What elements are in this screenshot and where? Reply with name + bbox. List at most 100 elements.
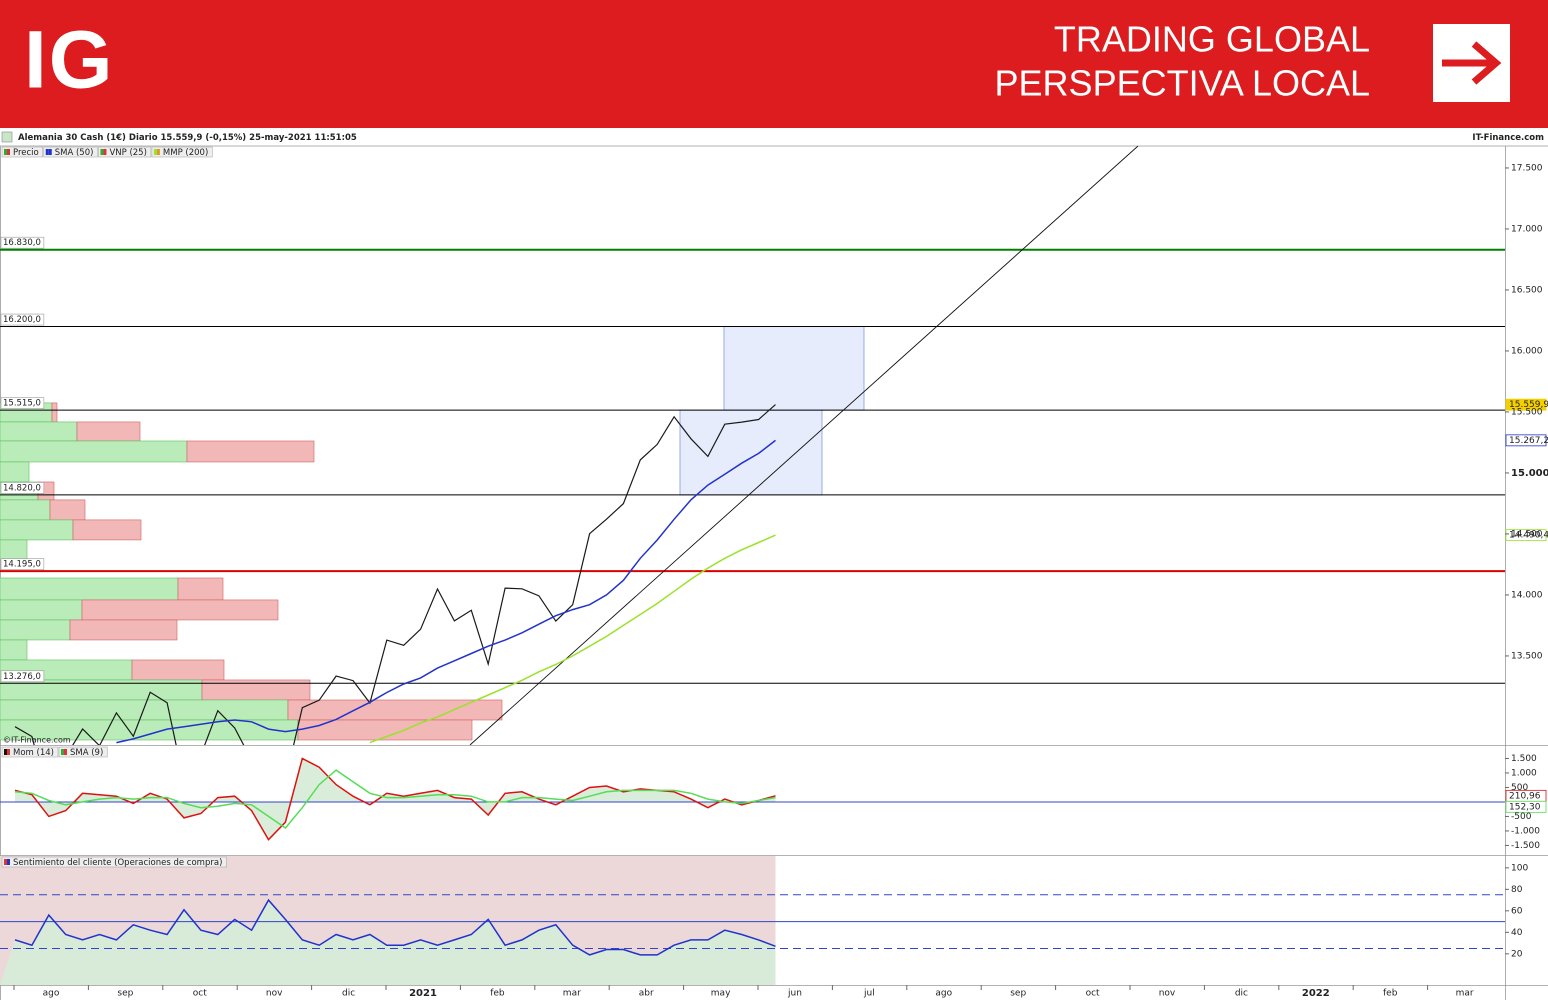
series-line — [14, 769, 776, 830]
source: IT-Finance.com — [1472, 133, 1544, 143]
level-label-box — [0, 313, 45, 326]
legend-icon — [48, 149, 52, 155]
level-label: 15.515,0 — [3, 399, 41, 409]
level-label: 13.276,0 — [3, 672, 41, 682]
volume-buy — [0, 421, 78, 442]
level-label: 16.200,0 — [3, 315, 41, 325]
x-tick-label: 2022 — [1302, 988, 1330, 999]
x-tick-label: mar — [1456, 989, 1474, 999]
sentiment-area — [0, 900, 776, 985]
x-tick-label: oct — [1086, 989, 1100, 999]
volume-buy — [0, 461, 30, 483]
y-tick-label: 14.500 — [1511, 529, 1543, 539]
legend-icon — [4, 859, 7, 865]
y-tick-label: 40 — [1511, 928, 1523, 938]
x-tick-label: ago — [935, 989, 952, 999]
legend-box — [43, 146, 98, 158]
series-line — [14, 404, 776, 745]
legend-box — [1, 146, 44, 158]
volume-buy — [0, 599, 83, 621]
legend-box — [1, 856, 227, 868]
level-label-box — [0, 670, 45, 683]
series-line — [369, 534, 776, 744]
y-tick-label: 16.500 — [1511, 285, 1543, 295]
x-tick-label: dic — [342, 989, 355, 999]
arrow-button[interactable] — [1433, 24, 1510, 102]
y-tick-label: 15.000 — [1511, 468, 1548, 479]
x-tick-label: sep — [117, 989, 133, 999]
value-label: 15.267,2 — [1509, 436, 1548, 446]
y-tick-label: 17.000 — [1511, 224, 1543, 234]
legend-icon — [156, 149, 160, 155]
legend-label: VNP (25) — [109, 148, 146, 158]
y-tick-label: 100 — [1511, 863, 1528, 873]
legend-label: Sentimiento del cliente (Operaciones de … — [13, 858, 222, 868]
chart-icon — [1, 131, 13, 143]
y-tick-label: 60 — [1511, 906, 1523, 916]
zone — [679, 409, 823, 496]
trend-line — [469, 146, 1139, 745]
x-tick-label: feb — [1383, 989, 1398, 999]
volume-sell — [76, 421, 141, 442]
legend-icon — [60, 749, 64, 755]
x-tick-label: ago — [43, 989, 60, 999]
level-label-box — [0, 482, 45, 494]
y-tick-label: -1.500 — [1511, 841, 1540, 851]
legend-icon — [153, 149, 157, 155]
watermark: ©IT-Finance.com — [3, 736, 71, 745]
chart-title: Alemania 30 Cash (1€) Diario 15.559,9 (-… — [18, 133, 357, 143]
momentum-panel — [0, 757, 1505, 841]
volume-sell — [72, 519, 142, 541]
legend-icon — [4, 749, 7, 755]
y-tick-label: 1.500 — [1511, 754, 1537, 764]
chart-area — [0, 128, 1548, 1000]
level-label: 14.820,0 — [3, 483, 41, 493]
value-label-box — [1505, 800, 1547, 813]
y-tick-label: 16.000 — [1511, 346, 1543, 356]
level-label-box — [0, 236, 45, 249]
legend-icon — [100, 149, 104, 155]
overlay: 16.830,0 16.200,0 15.515,0 14.820,0 14.195,0… — [0, 146, 1548, 999]
volume-buy — [0, 519, 74, 541]
y-tick-label: 1.000 — [1511, 768, 1537, 778]
arrow-icon — [1442, 41, 1502, 85]
volume-buy — [0, 577, 179, 601]
value-label-box — [1505, 434, 1547, 447]
x-tick-label: jun — [787, 989, 802, 999]
x-tick-label: feb — [490, 989, 505, 999]
x-tick-label: may — [711, 989, 731, 999]
legend-label: Precio — [13, 148, 39, 158]
value-label: 152,30 — [1509, 802, 1541, 812]
header-bar — [0, 0, 1548, 128]
zone — [723, 326, 865, 411]
volume-sell — [49, 499, 86, 521]
level-label: 16.830,0 — [3, 238, 41, 248]
volume-sell — [186, 440, 315, 463]
volume-sell — [177, 577, 224, 601]
level-label-box — [0, 558, 45, 570]
logo: IG — [24, 15, 115, 106]
legend-box — [58, 746, 108, 758]
x-tick-label: jul — [863, 989, 875, 999]
legend-box — [98, 146, 152, 158]
tagline: PERSPECTIVA LOCAL — [995, 63, 1370, 104]
legend-icon — [45, 149, 49, 155]
x-tick-label: nov — [266, 989, 283, 999]
y-tick-label: 80 — [1511, 885, 1523, 895]
legend-icon — [103, 149, 107, 155]
volume-buy — [0, 619, 71, 641]
legend-icon — [63, 749, 67, 755]
legend-label: SMA (50) — [55, 148, 94, 158]
legend-icon — [7, 749, 10, 755]
legend-label: SMA (9) — [70, 748, 103, 758]
momentum-area — [15, 758, 776, 840]
price-panel — [0, 146, 1505, 745]
sentiment-panel — [0, 856, 1505, 985]
value-label-box — [1505, 398, 1547, 411]
series-line — [116, 439, 776, 744]
volume-buy — [0, 499, 51, 521]
legend-label: MMP (200) — [163, 148, 208, 158]
y-tick-label: 17.500 — [1511, 163, 1543, 173]
level-label-box — [0, 397, 45, 409]
